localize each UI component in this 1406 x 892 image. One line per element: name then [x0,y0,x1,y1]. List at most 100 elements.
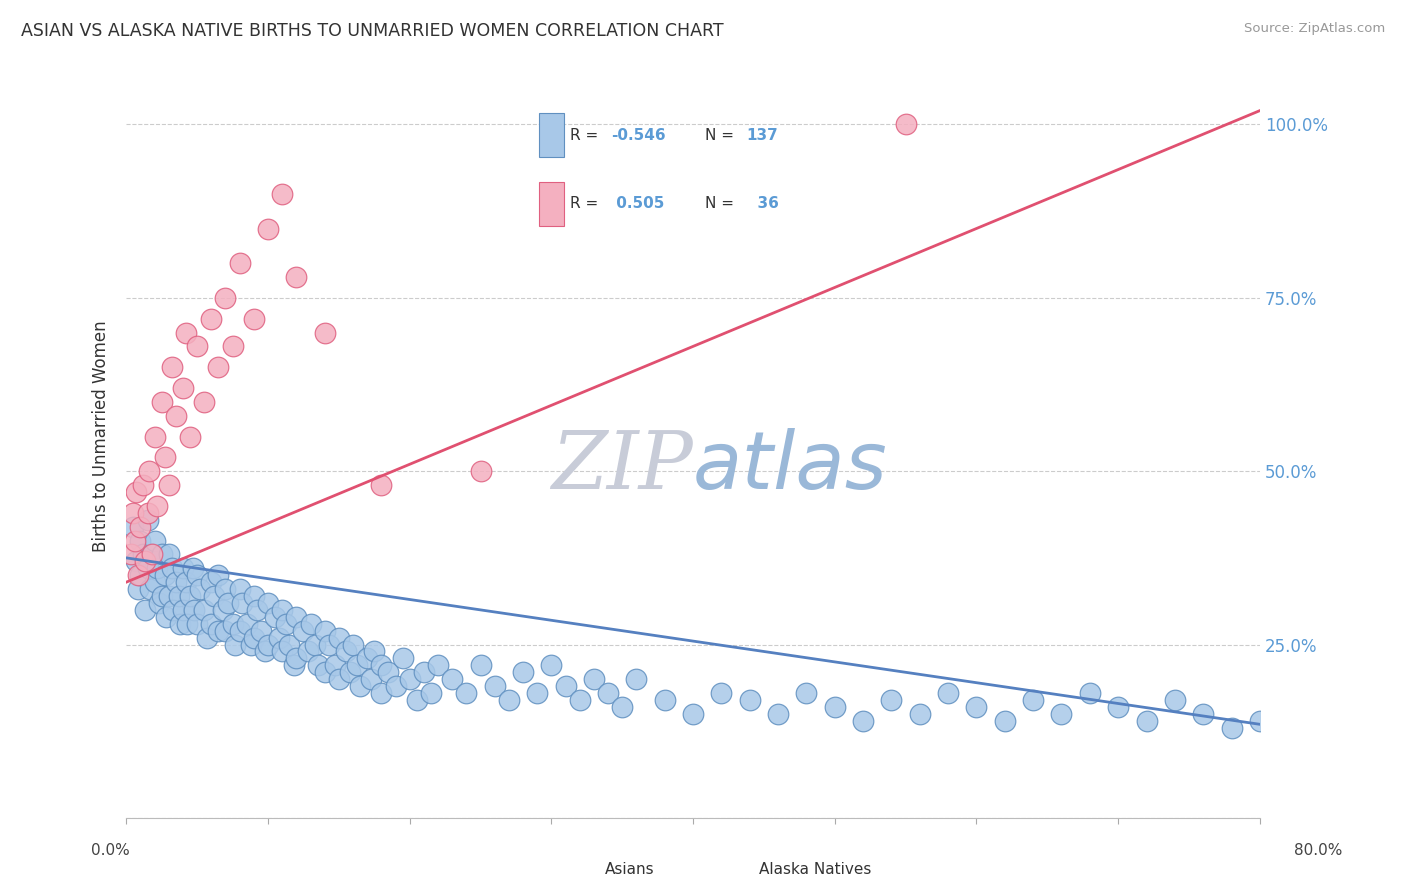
Point [370,478,392,492]
Point [129,533,152,548]
Point [167,589,190,603]
Point [160,360,183,375]
Point [1220,721,1243,735]
Point [193,395,215,409]
Point [1192,706,1215,721]
Point [420,686,443,700]
Point [370,658,392,673]
Point [214,624,236,638]
Point [127,568,149,582]
Point [612,700,634,714]
Point [143,533,166,548]
Point [285,610,308,624]
Point [243,631,266,645]
Point [179,429,201,443]
Point [908,706,931,721]
Point [132,478,155,492]
Point [165,409,187,423]
Point [314,665,336,680]
Text: 0.0%: 0.0% [91,843,131,858]
Point [148,596,170,610]
Point [162,603,184,617]
Point [328,631,350,645]
Point [994,714,1017,728]
Point [257,221,280,235]
Point [626,672,648,686]
Point [124,533,146,548]
Point [682,706,704,721]
Point [240,638,263,652]
Text: atlas: atlas [693,428,887,506]
Point [172,561,194,575]
Point [169,616,191,631]
Point [269,631,291,645]
Point [186,339,208,353]
Point [299,616,322,631]
Point [157,548,180,562]
Point [143,429,166,443]
Point [384,679,406,693]
Point [224,638,246,652]
Point [165,575,187,590]
Point [179,589,201,603]
Point [285,651,308,665]
Point [297,644,319,658]
Point [323,658,346,673]
Point [283,658,305,673]
Point [207,360,229,375]
Point [710,686,733,700]
Point [136,561,159,575]
Point [512,665,534,680]
Point [200,311,222,326]
Point [120,548,142,562]
Point [1249,714,1271,728]
Point [195,631,218,645]
Point [1107,700,1129,714]
Point [122,506,145,520]
Point [157,478,180,492]
Point [246,603,269,617]
Point [146,561,169,575]
Point [412,665,434,680]
Point [153,568,176,582]
Point [228,256,250,270]
Point [143,575,166,590]
Point [200,575,222,590]
Point [596,686,619,700]
Point [285,270,308,285]
Point [174,575,197,590]
Point [276,616,298,631]
Point [202,589,225,603]
Point [1135,714,1157,728]
Point [441,672,464,686]
Point [304,638,326,652]
Point [134,603,156,617]
Point [271,603,294,617]
Point [398,672,420,686]
Point [228,582,250,596]
Point [1164,693,1187,707]
Point [377,665,399,680]
Point [176,616,198,631]
Point [136,513,159,527]
Point [346,658,368,673]
Point [257,638,280,652]
Point [200,616,222,631]
Point [936,686,959,700]
Point [188,582,211,596]
Point [150,589,173,603]
Y-axis label: Births to Unmarried Women: Births to Unmarried Women [93,321,110,552]
Text: Source: ZipAtlas.com: Source: ZipAtlas.com [1244,22,1385,36]
Point [183,603,205,617]
Point [146,499,169,513]
Point [141,548,163,562]
Point [271,186,294,201]
Point [243,311,266,326]
Point [335,644,357,658]
Point [1022,693,1045,707]
Point [766,706,789,721]
Point [339,665,361,680]
Point [172,381,194,395]
Point [193,603,215,617]
Point [136,506,159,520]
